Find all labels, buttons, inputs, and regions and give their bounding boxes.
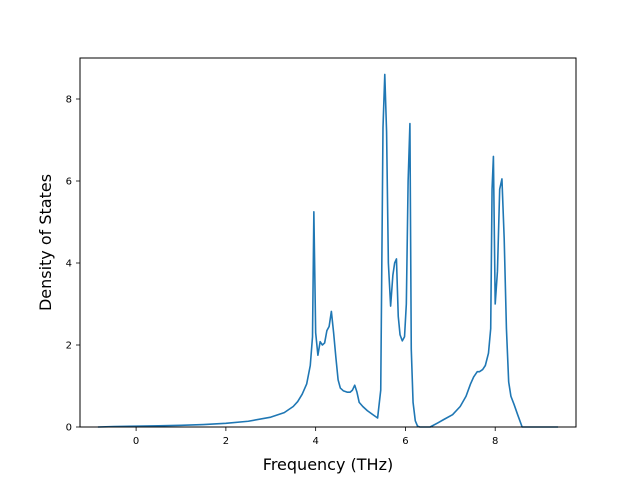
- x-tick-label: 8: [492, 436, 498, 447]
- x-tick-label: 6: [402, 436, 408, 447]
- y-tick-label: 0: [66, 423, 72, 434]
- x-tick-label: 4: [312, 436, 318, 447]
- y-tick-label: 8: [66, 95, 72, 106]
- x-tick-label: 0: [133, 436, 139, 447]
- plot-area: [97, 73, 559, 428]
- dos-series-line-0: [97, 73, 559, 428]
- y-axis-ticks: 0 2 4 6 8: [66, 95, 80, 434]
- y-tick-label: 6: [66, 177, 72, 188]
- y-tick-label: 4: [66, 259, 72, 270]
- x-axis-ticks: 0 2 4 6 8: [133, 427, 498, 447]
- x-axis-label: Frequency (THz): [263, 455, 393, 474]
- y-axis-label: Density of States: [36, 174, 55, 311]
- axes-frame: [79, 57, 577, 428]
- x-tick-label: 2: [223, 436, 229, 447]
- y-tick-label: 2: [66, 341, 72, 352]
